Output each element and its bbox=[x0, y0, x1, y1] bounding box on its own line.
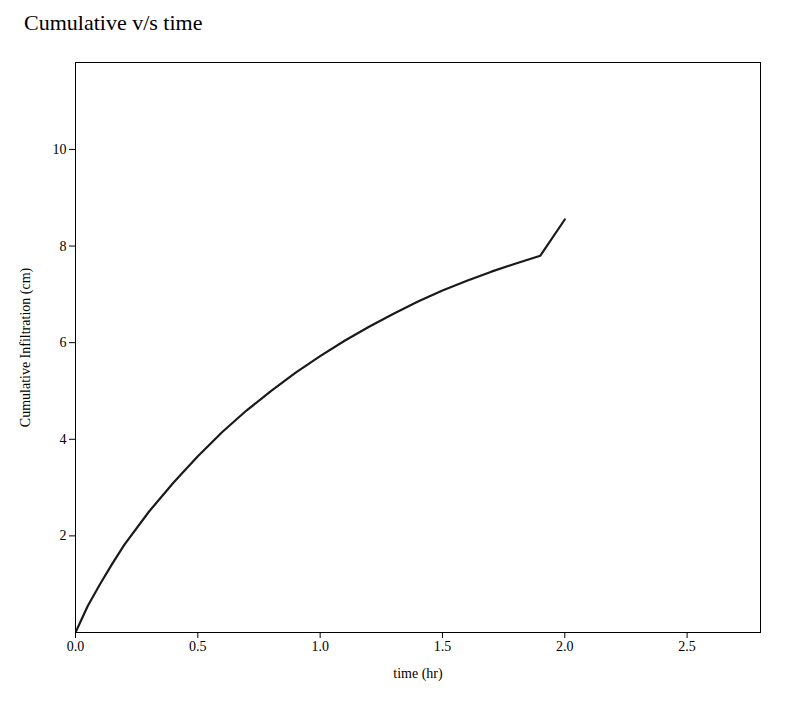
svg-text:time (hr): time (hr) bbox=[393, 666, 443, 682]
svg-text:Cumulative Infiltration (cm): Cumulative Infiltration (cm) bbox=[18, 267, 34, 427]
svg-text:4: 4 bbox=[60, 432, 67, 447]
svg-text:1.5: 1.5 bbox=[434, 639, 452, 654]
svg-text:1.0: 1.0 bbox=[311, 639, 329, 654]
svg-text:6: 6 bbox=[60, 335, 67, 350]
svg-text:8: 8 bbox=[60, 239, 67, 254]
svg-text:0.0: 0.0 bbox=[67, 639, 85, 654]
html-text:Cumulative v/s time: Cumulative v/s time bbox=[24, 10, 203, 35]
svg-text:2.0: 2.0 bbox=[556, 639, 574, 654]
svg-text:10: 10 bbox=[53, 142, 67, 157]
svg-text:2.5: 2.5 bbox=[678, 639, 696, 654]
svg-text:2: 2 bbox=[60, 528, 67, 543]
svg-text:0.5: 0.5 bbox=[189, 639, 207, 654]
